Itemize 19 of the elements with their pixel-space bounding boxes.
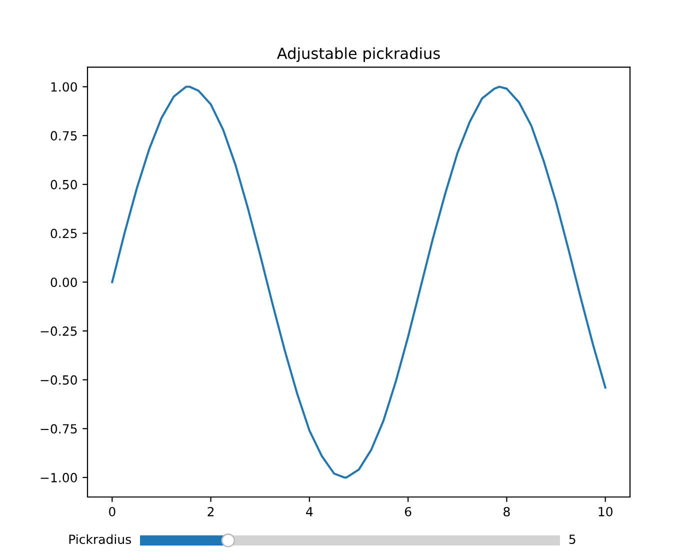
y-tick-label: 0.75 bbox=[50, 131, 77, 141]
y-tick-label: −1.00 bbox=[40, 472, 77, 482]
y-tick-label: 0.00 bbox=[50, 278, 77, 288]
x-tick-label: 2 bbox=[208, 506, 214, 516]
y-tick-label: 1.00 bbox=[51, 82, 77, 92]
x-tick-label: 10 bbox=[598, 506, 612, 516]
x-tick-label: 8 bbox=[504, 506, 510, 516]
x-tick-label: 4 bbox=[306, 507, 313, 516]
line-series bbox=[111, 86, 606, 479]
y-tick-label: 0.50 bbox=[50, 180, 77, 190]
text: Pickradius bbox=[69, 534, 131, 544]
y-tick-label: −0.75 bbox=[40, 424, 77, 434]
text: 5 bbox=[569, 534, 576, 544]
x-tick-label: 0 bbox=[109, 506, 116, 516]
x-tick-label: 6 bbox=[404, 506, 412, 516]
y-tick-label: 0.25 bbox=[50, 228, 77, 238]
y-tick-label: −0.25 bbox=[40, 326, 77, 336]
chart-title: Adjustable pickradius bbox=[277, 47, 440, 62]
y-tick-label: −0.50 bbox=[40, 375, 77, 385]
